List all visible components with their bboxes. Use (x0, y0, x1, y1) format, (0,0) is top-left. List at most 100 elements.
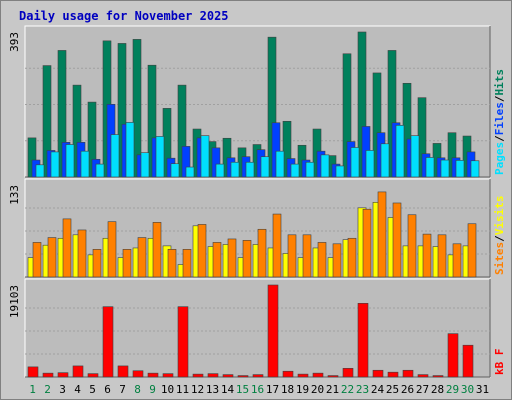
bar-sites (347, 237, 357, 278)
bar-pages (305, 161, 315, 178)
bar-kb-f (42, 372, 54, 378)
legend-entry: Files (493, 102, 506, 135)
panel-area (24, 278, 491, 378)
legend-entry: / (493, 235, 506, 242)
bar-sites (377, 191, 387, 278)
bar-sites (47, 237, 57, 278)
day-label: 7 (119, 383, 126, 396)
bar-kb-f (87, 373, 99, 378)
bar-pages (215, 163, 225, 178)
bar-pages (440, 159, 450, 178)
bar-pages (50, 151, 60, 178)
day-label: 28 (431, 383, 444, 396)
day-label: 24 (371, 383, 385, 396)
panel-legend: Pages/Files/Hits (493, 69, 506, 175)
bar-kb-f (117, 365, 129, 378)
day-label: 27 (416, 383, 429, 396)
panel-max-label: 19103 (8, 285, 21, 318)
bar-pages (125, 122, 135, 178)
bar-kb-f (312, 372, 324, 378)
day-label: 10 (161, 383, 174, 396)
day-label: 1 (29, 383, 36, 396)
bar-sites (317, 242, 327, 278)
legend-entry: Hits (493, 69, 506, 96)
bar-sites (92, 249, 102, 278)
bar-kb-f (102, 306, 114, 378)
bar-pages (170, 163, 180, 178)
bar-kb-f (207, 373, 219, 378)
bar-sites (62, 218, 72, 278)
bar-kb-f (387, 371, 399, 378)
bar-pages (455, 160, 465, 178)
bar-kb-f (222, 374, 234, 378)
bar-sites (272, 213, 282, 278)
legend-entry: kB F (493, 349, 506, 376)
bar-kb-f (162, 373, 174, 378)
bar-sites (467, 223, 477, 278)
bar-pages (350, 147, 360, 178)
day-label: 11 (176, 383, 189, 396)
bar-sites (107, 221, 117, 278)
bar-pages (35, 164, 45, 178)
bar-sites (122, 249, 132, 278)
bar-sites (137, 237, 147, 278)
bar-sites (152, 222, 162, 278)
day-label: 14 (221, 383, 235, 396)
bar-pages (260, 156, 270, 178)
day-label: 23 (356, 383, 369, 396)
bar-pages (320, 154, 330, 178)
bar-pages (110, 134, 120, 178)
day-label: 19 (296, 383, 309, 396)
bar-kb-f (282, 370, 294, 378)
day-label: 12 (191, 383, 204, 396)
bar-pages (140, 152, 150, 178)
day-label: 8 (134, 383, 141, 396)
bar-sites (77, 229, 87, 278)
bar-sites (422, 233, 432, 278)
bar-pages (65, 144, 75, 178)
bar-pages (245, 161, 255, 178)
legend-entry: / (493, 95, 506, 102)
day-label: 3 (59, 383, 66, 396)
bar-sites (212, 242, 222, 278)
bar-kb-f (462, 344, 474, 378)
legend-entry: Pages (493, 142, 506, 175)
bar-pages (395, 125, 405, 178)
bar-pages (155, 136, 165, 178)
bar-sites (302, 234, 312, 278)
bar-sites (437, 234, 447, 278)
panel-legend: Sites/Visits (493, 196, 506, 276)
bar-kb-f (27, 366, 39, 378)
day-label: 26 (401, 383, 414, 396)
bar-sites (362, 208, 372, 278)
bar-kb-f (372, 369, 384, 378)
bar-kb-f (402, 369, 414, 378)
bar-pages (410, 135, 420, 178)
bar-sites (407, 214, 417, 278)
bar-pages (275, 150, 285, 178)
day-label: 29 (446, 383, 459, 396)
day-label: 5 (89, 383, 96, 396)
bar-pages (95, 163, 105, 178)
bar-sites (392, 202, 402, 278)
bar-kb-f (147, 372, 159, 378)
bar-kb-f (357, 303, 369, 378)
bar-kb-f (342, 368, 354, 378)
day-label: 22 (341, 383, 354, 396)
bar-sites (242, 240, 252, 278)
panel-max-label: 133 (8, 185, 21, 205)
day-label: 15 (236, 383, 249, 396)
bar-sites (257, 228, 267, 278)
bar-sites (332, 243, 342, 278)
day-label: 2 (44, 383, 51, 396)
bar-kb-f (252, 374, 264, 378)
chart-title: Daily usage for November 2025 (19, 9, 229, 23)
bar-sites (197, 224, 207, 278)
legend-entry: Visits (493, 196, 506, 236)
day-label: 13 (206, 383, 219, 396)
bar-pages (380, 143, 390, 178)
day-label: 30 (461, 383, 474, 396)
bar-sites (167, 249, 177, 278)
legend-entry: / (493, 135, 506, 142)
